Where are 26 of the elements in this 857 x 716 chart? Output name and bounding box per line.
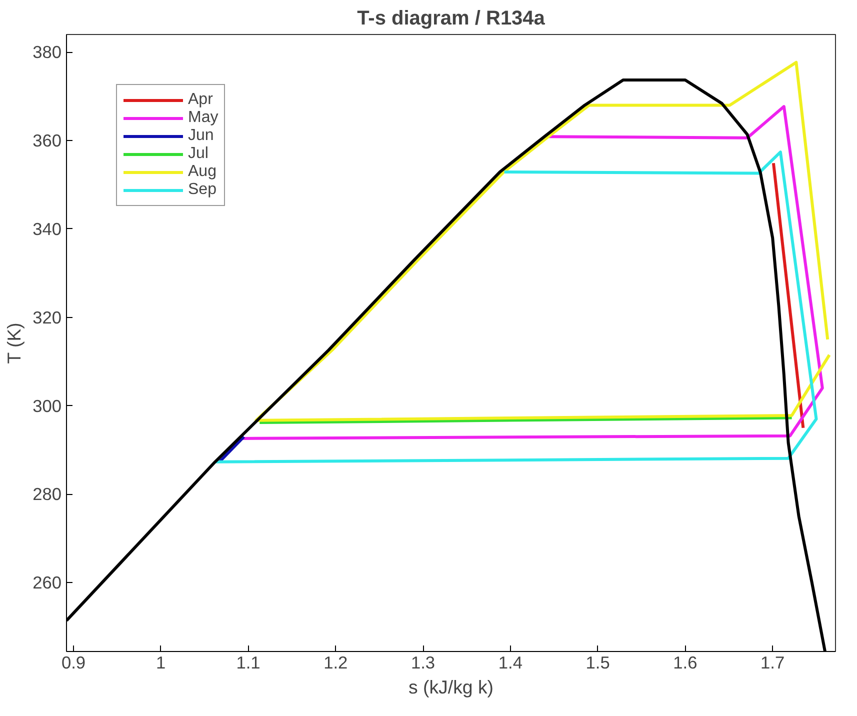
x-tick-label: 1.3 — [410, 652, 436, 672]
legend-label: Aug — [188, 163, 216, 181]
x-tick-label: 1.1 — [236, 652, 260, 672]
x-tick-label: 1.6 — [673, 652, 698, 672]
legend-label: May — [188, 109, 218, 127]
legend-label: Sep — [188, 181, 216, 199]
x-tick-label: 1.5 — [586, 652, 610, 672]
x-tick-label: 1.2 — [324, 652, 348, 672]
y-tick-label: 300 — [32, 396, 62, 416]
x-axis-title: s (kJ/kg k) — [408, 676, 494, 698]
legend-label: Jun — [188, 127, 214, 145]
y-tick-label: 260 — [32, 572, 62, 593]
chart-title: T-s diagram / R134a — [357, 8, 546, 30]
y-tick-label: 320 — [32, 307, 62, 328]
x-tick-label: 0.9 — [61, 652, 86, 672]
y-tick-label: 380 — [32, 42, 62, 62]
legend-label: Apr — [188, 91, 213, 109]
y-tick-label: 360 — [32, 130, 62, 151]
legend-label: Jul — [188, 145, 208, 163]
x-tick-label: 1.4 — [498, 652, 523, 672]
x-tick-label: 1.7 — [760, 652, 785, 672]
y-axis-title: T (K) — [4, 322, 25, 364]
y-tick-label: 340 — [32, 218, 62, 239]
y-tick-label: 280 — [32, 484, 62, 504]
line-series — [254, 60, 831, 422]
x-tick-label: 1 — [156, 652, 166, 672]
